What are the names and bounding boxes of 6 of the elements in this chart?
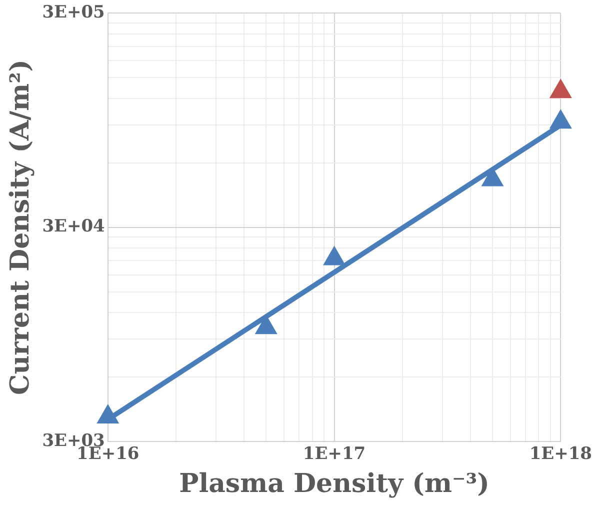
x-axis-title: Plasma Density (m⁻³) [179, 469, 490, 500]
x-tick-label: 1E+18 [529, 444, 592, 464]
y-tick-label: 3E+05 [42, 2, 105, 23]
x-tick-label: 1E+17 [302, 444, 366, 464]
y-axis-title: Current Density (A/m²) [5, 60, 36, 395]
y-tick-label: 3E+04 [42, 216, 106, 237]
